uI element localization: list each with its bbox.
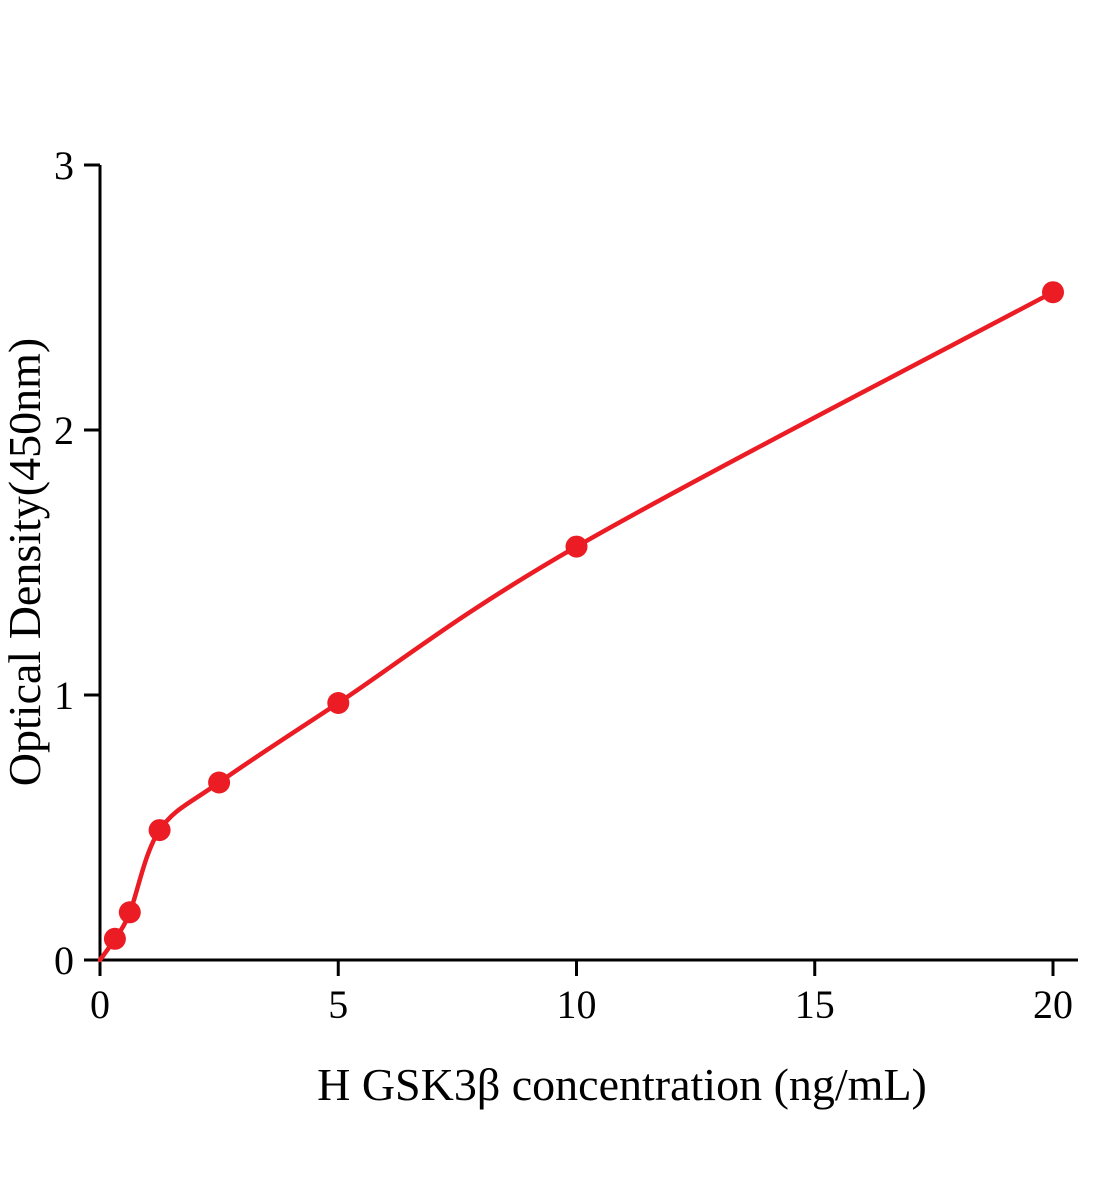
data-point (208, 771, 231, 794)
data-point (565, 535, 588, 558)
y-tick-label: 3 (54, 143, 74, 188)
data-point (1042, 281, 1064, 304)
fit-curve (97, 289, 1056, 963)
x-tick-label: 15 (795, 982, 835, 1027)
x-tick-label: 5 (328, 982, 348, 1027)
data-point (148, 819, 171, 842)
plot-layer: 0 5 10 15 20 0 1 2 3 (54, 143, 1078, 1027)
x-tick-label: 20 (1033, 982, 1073, 1027)
data-point (327, 692, 350, 714)
data-point (103, 927, 126, 950)
y-tick-label: 1 (54, 673, 74, 718)
x-tick-label: 10 (557, 982, 597, 1027)
y-axis-label: Optical Density(450nm) (0, 338, 50, 786)
x-axis-label: H GSK3β concentration (ng/mL) (317, 1059, 927, 1110)
y-tick-label: 2 (54, 408, 74, 453)
y-tick-label: 0 (54, 938, 74, 983)
data-point (118, 901, 141, 924)
x-tick-label: 0 (90, 982, 110, 1027)
